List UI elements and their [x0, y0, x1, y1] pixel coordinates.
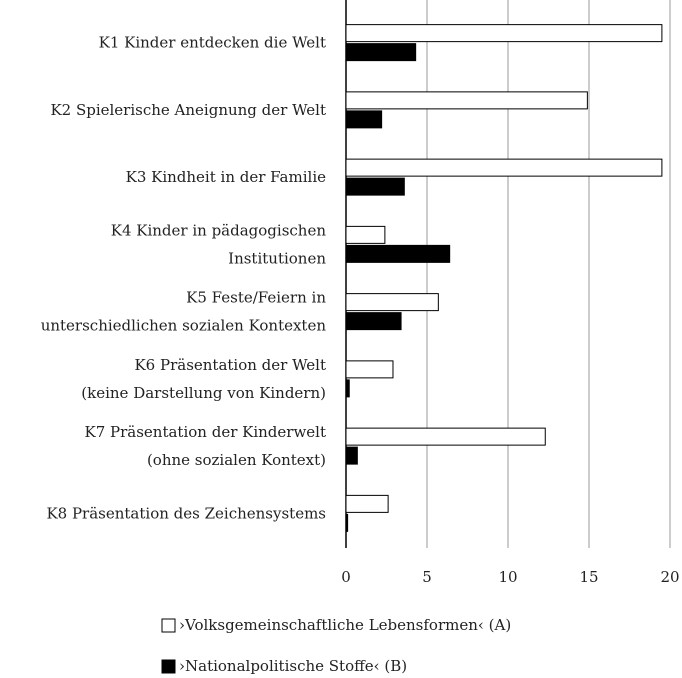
x-tick-label: 0 [341, 568, 351, 586]
legend-label: ›Volksgemeinschaftliche Lebensformen‹ (A… [179, 616, 511, 634]
y-tick-label: Institutionen [228, 249, 326, 267]
bar [345, 225, 386, 244]
bar [345, 379, 350, 398]
y-tick-label: (ohne sozialen Kontext) [147, 451, 326, 469]
y-tick-label: K3 Kindheit in der Familie [126, 168, 327, 186]
x-tick-label: 5 [422, 568, 432, 586]
y-tick-label: (keine Darstellung von Kindern) [81, 384, 326, 402]
bar [345, 446, 358, 465]
y-tick-label: K1 Kinder entdecken die Welt [99, 34, 326, 52]
legend-swatch [161, 618, 176, 633]
bar [345, 43, 417, 62]
bar [345, 244, 451, 263]
y-tick-label: unterschiedlichen sozialen Kontexten [41, 317, 327, 335]
legend-swatch [161, 659, 176, 674]
x-tick-label: 10 [498, 568, 517, 586]
bar [345, 427, 546, 446]
bar [345, 91, 588, 110]
x-tick-label: 15 [579, 568, 598, 586]
bar [345, 158, 663, 177]
bar [345, 110, 383, 129]
y-tick-label: K8 Präsentation des Zeichensystems [46, 504, 326, 522]
legend-label: ›Nationalpolitische Stoffe‹ (B) [179, 657, 407, 675]
bar [345, 513, 349, 532]
y-tick-label: K7 Präsentation der Kinderwelt [85, 423, 327, 441]
bar [345, 312, 402, 331]
y-tick-label: K5 Feste/Feiern in [186, 289, 326, 307]
bar [345, 360, 394, 379]
x-tick-label: 20 [660, 568, 679, 586]
bar [345, 293, 439, 312]
bar [345, 177, 405, 196]
y-tick-label: K4 Kinder in pädagogischen [111, 221, 327, 239]
bar [345, 24, 663, 43]
y-tick-label: K2 Spielerische Aneignung der Welt [50, 101, 326, 119]
bar [345, 494, 389, 513]
y-tick-label: K6 Präsentation der Welt [134, 356, 326, 374]
